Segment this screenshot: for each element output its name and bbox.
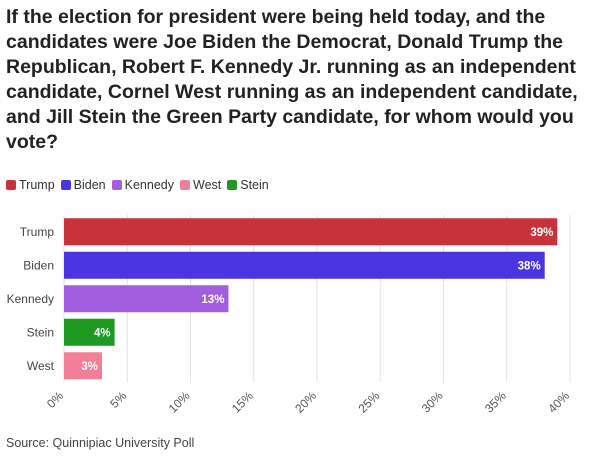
bar-kennedy [64, 285, 229, 313]
legend-item-stein: Stein [227, 178, 269, 192]
x-tick-label-10: 10% [166, 388, 193, 415]
legend-label-west: West [193, 178, 222, 192]
bar-chart: 39% 38% 13% 4% 3% Trump Biden Kennedy Stein West… [7, 215, 572, 416]
x-tick-label-15: 15% [229, 388, 256, 415]
category-label-west: West [27, 359, 55, 373]
x-tick-label-20: 20% [292, 388, 319, 415]
data-label-kennedy: 13% [201, 294, 224, 306]
legend-item-west: West [180, 178, 221, 192]
bar-west [64, 352, 102, 380]
chart-x-axis-ticks: 0% 5% 10% 15% 20% 25% 30% 35% 40% [44, 388, 572, 415]
category-label-stein: Stein [27, 325, 54, 339]
legend-swatch-kennedy [111, 180, 122, 190]
data-label-stein: 4% [94, 327, 111, 339]
chart-category-labels: Trump Biden Kennedy Stein West [7, 225, 55, 373]
bar-stein [64, 318, 115, 346]
category-label-biden: Biden [23, 258, 54, 272]
legend-label-stein: Stein [240, 178, 269, 192]
bar-biden [64, 251, 545, 279]
x-tick-label-0: 0% [44, 388, 66, 410]
chart-legend: Trump Biden Kennedy West Stein [6, 176, 275, 194]
legend-item-biden: Biden [60, 178, 106, 192]
category-label-trump: Trump [20, 225, 55, 239]
x-tick-label-35: 35% [482, 388, 509, 415]
chart-bars: 39% 38% 13% 4% 3% [64, 218, 558, 380]
x-tick-label-40: 40% [545, 388, 572, 415]
x-tick-label-25: 25% [355, 388, 382, 415]
legend-swatch-trump [6, 180, 16, 190]
data-label-trump: 39% [530, 227, 553, 239]
legend-swatch-stein [227, 180, 238, 190]
category-label-kennedy: Kennedy [7, 292, 54, 306]
x-tick-label-30: 30% [419, 388, 446, 415]
legend-label-kennedy: Kennedy [124, 178, 174, 192]
chart-source: Source: Quinnipiac University Poll [6, 436, 195, 450]
bar-trump [64, 218, 558, 246]
legend-swatch-biden [60, 180, 71, 190]
legend-item-kennedy: Kennedy [111, 178, 174, 192]
x-tick-label-5: 5% [107, 388, 129, 410]
legend-item-trump: Trump [6, 178, 55, 192]
chart-title: If the election for president were being… [6, 6, 578, 153]
legend-swatch-west [180, 180, 190, 190]
data-label-biden: 38% [518, 260, 541, 272]
legend-label-trump: Trump [19, 178, 55, 192]
data-label-west: 3% [81, 361, 98, 373]
legend-label-biden: Biden [73, 178, 106, 192]
